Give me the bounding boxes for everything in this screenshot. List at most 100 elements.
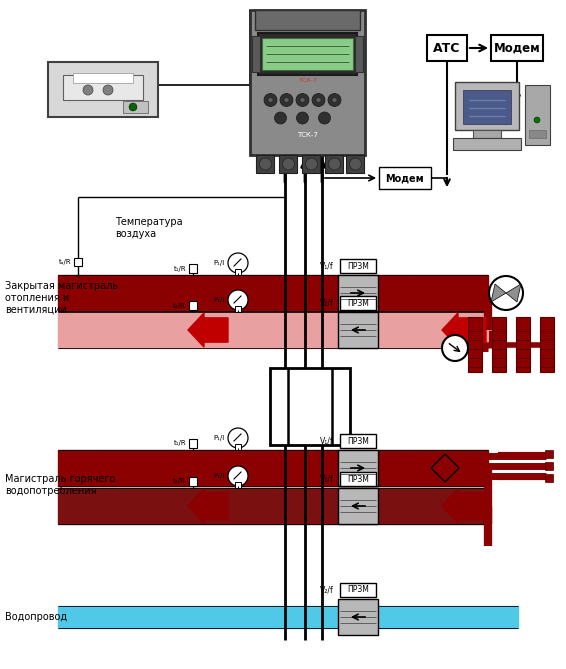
FancyArrow shape — [442, 313, 486, 347]
Circle shape — [349, 158, 362, 170]
Text: P₂/l: P₂/l — [213, 473, 225, 479]
Text: t₂/R: t₂/R — [173, 302, 186, 308]
Bar — [455, 82, 519, 130]
Circle shape — [319, 112, 331, 124]
Circle shape — [228, 428, 248, 448]
FancyArrow shape — [162, 276, 202, 310]
Bar — [63, 75, 143, 100]
Bar — [355, 36, 363, 72]
Bar — [340, 472, 376, 486]
FancyArrow shape — [442, 489, 486, 523]
Circle shape — [259, 158, 272, 170]
Circle shape — [275, 112, 286, 124]
Circle shape — [328, 94, 341, 106]
Bar — [259, 33, 358, 75]
Bar — [270, 368, 350, 445]
Bar — [73, 73, 133, 83]
Bar — [235, 482, 241, 488]
Bar — [340, 434, 376, 448]
Bar — [545, 462, 553, 470]
Bar — [189, 439, 197, 448]
Text: АТС: АТС — [434, 41, 461, 54]
Text: Модем: Модем — [494, 41, 541, 54]
Text: t₂/R: t₂/R — [173, 478, 186, 484]
Text: ТСК-7: ТСК-7 — [298, 78, 318, 82]
Text: Магистраль горячего
водопотребления: Магистраль горячего водопотребления — [5, 474, 115, 496]
Bar — [58, 450, 488, 486]
FancyArrow shape — [188, 489, 228, 523]
Bar — [338, 312, 378, 348]
Bar — [235, 306, 241, 312]
Bar — [473, 130, 501, 138]
Bar — [338, 275, 378, 311]
Bar — [251, 10, 366, 155]
Circle shape — [280, 94, 293, 106]
Text: tₐ/R: tₐ/R — [58, 259, 71, 265]
Circle shape — [228, 290, 248, 310]
Bar — [58, 606, 518, 628]
Bar — [48, 62, 158, 117]
Bar — [340, 259, 376, 273]
Bar — [235, 444, 241, 450]
Bar — [58, 488, 488, 524]
Text: V₁/f: V₁/f — [320, 262, 334, 270]
FancyArrow shape — [60, 276, 104, 310]
Circle shape — [534, 117, 540, 123]
Circle shape — [312, 94, 325, 106]
Circle shape — [489, 276, 523, 310]
FancyArrow shape — [188, 313, 228, 347]
Bar — [189, 477, 197, 486]
Bar — [338, 599, 378, 635]
Text: Закрытая магистраль
отопления и
вентиляции: Закрытая магистраль отопления и вентиляц… — [5, 282, 118, 314]
Text: V₁/f: V₁/f — [320, 436, 334, 446]
Bar — [252, 36, 260, 72]
Bar — [280, 155, 298, 173]
Bar — [235, 269, 241, 275]
Text: P₁/l: P₁/l — [214, 260, 225, 266]
Bar — [453, 138, 521, 150]
Bar — [74, 258, 82, 266]
Text: P₂/l: P₂/l — [213, 297, 225, 303]
Circle shape — [332, 98, 337, 102]
Bar — [58, 312, 488, 348]
Bar — [340, 583, 376, 597]
Text: ПРЗМ: ПРЗМ — [347, 474, 369, 484]
Bar — [58, 275, 488, 311]
Bar — [545, 450, 553, 458]
Bar — [525, 85, 550, 145]
Bar — [189, 301, 197, 310]
Bar — [468, 317, 482, 372]
Bar — [491, 35, 543, 61]
Bar — [463, 90, 511, 124]
Bar — [529, 130, 546, 138]
Bar — [338, 450, 378, 486]
Text: t₁/R: t₁/R — [173, 440, 186, 446]
Text: V₂/f: V₂/f — [320, 298, 334, 308]
FancyArrow shape — [393, 276, 429, 310]
Polygon shape — [506, 284, 521, 302]
Circle shape — [316, 98, 320, 102]
Text: V₂/f: V₂/f — [320, 585, 334, 595]
Bar — [545, 474, 553, 482]
Circle shape — [129, 103, 137, 111]
Circle shape — [83, 85, 93, 95]
Circle shape — [103, 85, 113, 95]
Circle shape — [228, 466, 248, 486]
Circle shape — [442, 335, 468, 361]
Text: ПРЗМ: ПРЗМ — [347, 585, 369, 595]
Bar — [189, 264, 197, 273]
Circle shape — [296, 94, 309, 106]
Bar — [379, 167, 431, 189]
Text: ПРЗМ: ПРЗМ — [347, 262, 369, 270]
Bar — [255, 10, 361, 30]
Circle shape — [282, 158, 294, 170]
Bar — [516, 317, 530, 372]
Bar — [256, 155, 275, 173]
Polygon shape — [431, 454, 459, 482]
FancyArrow shape — [60, 451, 104, 485]
Bar — [427, 35, 467, 61]
Polygon shape — [491, 284, 506, 302]
Bar — [492, 317, 506, 372]
FancyArrow shape — [393, 451, 429, 485]
Text: Температура
воздуха: Температура воздуха — [115, 217, 183, 239]
